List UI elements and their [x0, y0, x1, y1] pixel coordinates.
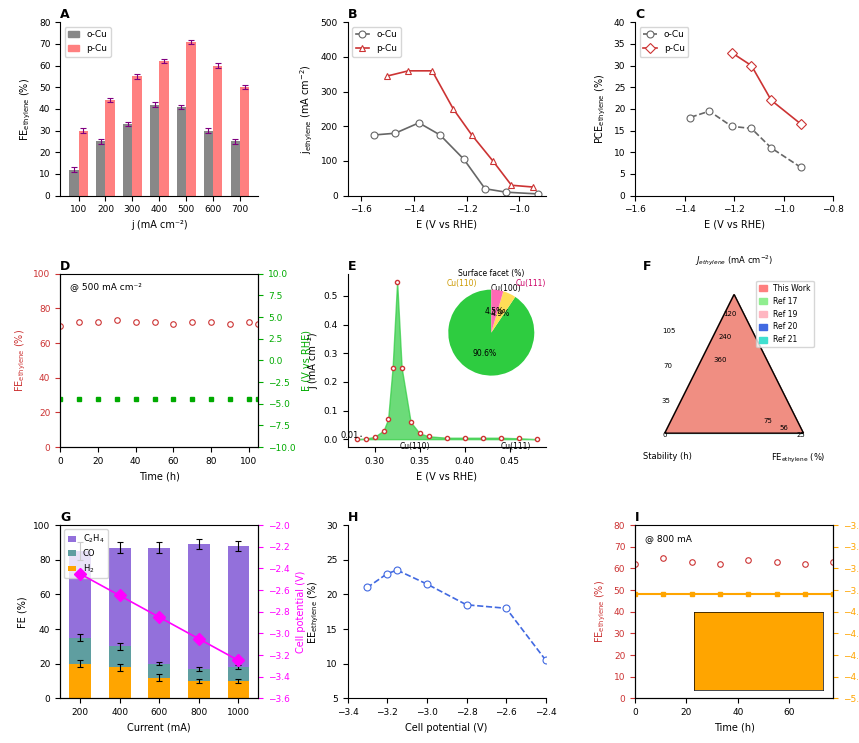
Text: C: C	[635, 8, 644, 21]
Bar	[228, 681, 249, 698]
Text: G: G	[60, 511, 70, 524]
Bar	[69, 637, 91, 663]
Bar	[96, 141, 106, 195]
Text: gas product: gas product	[698, 645, 740, 651]
X-axis label: j (mA cm⁻²): j (mA cm⁻²)	[131, 220, 187, 230]
Bar	[228, 546, 249, 667]
Bar	[69, 551, 91, 637]
Text: 360: 360	[714, 357, 727, 363]
Bar	[186, 42, 196, 195]
Text: 56: 56	[780, 426, 789, 432]
Text: A: A	[60, 8, 70, 21]
Text: 25: 25	[796, 432, 805, 438]
Text: 0.01: 0.01	[340, 431, 358, 440]
Polygon shape	[665, 294, 803, 433]
Bar	[230, 141, 240, 195]
Text: @ 500 mA cm⁻²: @ 500 mA cm⁻²	[70, 282, 142, 291]
X-axis label: Current (mA): Current (mA)	[127, 723, 191, 733]
Bar	[177, 107, 186, 195]
Bar	[109, 667, 131, 698]
Text: output: output	[777, 633, 801, 639]
Text: Cu(110): Cu(110)	[447, 279, 478, 288]
Legend: This Work, Ref 17, Ref 19, Ref 20, Ref 21: This Work, Ref 17, Ref 19, Ref 20, Ref 2…	[756, 281, 813, 347]
Text: @ 800 mA: @ 800 mA	[645, 533, 691, 542]
Legend: $\mathrm{C_2H_4}$, CO, $\mathrm{H_2}$: $\mathrm{C_2H_4}$, CO, $\mathrm{H_2}$	[64, 529, 107, 578]
Text: H: H	[348, 511, 358, 524]
X-axis label: E (V vs RHE): E (V vs RHE)	[704, 220, 765, 230]
Bar	[69, 663, 91, 698]
Bar	[132, 77, 142, 195]
Text: D: D	[60, 259, 70, 273]
Bar	[188, 669, 210, 681]
Y-axis label: FE (%): FE (%)	[17, 596, 27, 628]
Y-axis label: j (mA cm⁻²): j (mA cm⁻²)	[308, 332, 318, 389]
Text: B: B	[348, 8, 357, 21]
Bar	[149, 105, 159, 195]
Bar	[123, 124, 132, 195]
Bar	[78, 131, 88, 195]
Legend: o-Cu, p-Cu: o-Cu, p-Cu	[64, 27, 111, 56]
X-axis label: E (V vs RHE): E (V vs RHE)	[416, 220, 478, 230]
Y-axis label: $\mathrm{FE_{ethylene}}$ (%): $\mathrm{FE_{ethylene}}$ (%)	[19, 77, 34, 140]
Bar	[204, 131, 213, 195]
Text: 0: 0	[662, 432, 667, 438]
Text: CO₂: CO₂	[704, 672, 717, 678]
Text: Cu(111): Cu(111)	[501, 442, 531, 451]
Text: 105: 105	[662, 328, 676, 334]
Polygon shape	[665, 294, 803, 433]
Legend: o-Cu, p-Cu: o-Cu, p-Cu	[639, 27, 689, 56]
Bar	[240, 88, 249, 195]
Text: 35: 35	[661, 398, 671, 403]
Y-axis label: $\mathrm{EE_{ethylene}}$ (%): $\mathrm{EE_{ethylene}}$ (%)	[307, 580, 320, 643]
Y-axis label: $\mathrm{FE_{ethylene}}$ (%): $\mathrm{FE_{ethylene}}$ (%)	[13, 329, 27, 392]
X-axis label: E (V vs RHE): E (V vs RHE)	[416, 471, 478, 481]
Text: Cu(111): Cu(111)	[516, 279, 546, 288]
Bar	[213, 65, 222, 195]
Bar	[159, 61, 168, 195]
Y-axis label: $\mathrm{j_{ethylene}}$ (mA cm$^{-2}$): $\mathrm{j_{ethylene}}$ (mA cm$^{-2}$)	[299, 64, 315, 154]
Bar	[109, 548, 131, 646]
X-axis label: Cell potential (V): Cell potential (V)	[405, 723, 488, 733]
Bar	[109, 646, 131, 667]
Y-axis label: $\mathrm{FE_{ethylene}}$ (%): $\mathrm{FE_{ethylene}}$ (%)	[594, 580, 608, 643]
Bar	[106, 100, 115, 195]
X-axis label: Time (h): Time (h)	[714, 723, 754, 733]
Y-axis label: E (V vs RHE): E (V vs RHE)	[302, 330, 311, 391]
Text: 75: 75	[763, 418, 772, 424]
Text: $J_{ethylene}$ (mA cm$^{-2}$): $J_{ethylene}$ (mA cm$^{-2}$)	[695, 254, 773, 268]
Legend: o-Cu, p-Cu: o-Cu, p-Cu	[352, 27, 401, 56]
Bar	[149, 548, 170, 663]
Bar	[188, 681, 210, 698]
Y-axis label: Cell potential (V): Cell potential (V)	[295, 571, 306, 653]
Text: F: F	[643, 259, 651, 273]
Text: Cu(110): Cu(110)	[399, 442, 430, 451]
Polygon shape	[665, 294, 803, 433]
Bar	[188, 544, 210, 669]
Text: 240: 240	[718, 334, 732, 340]
Polygon shape	[665, 294, 803, 433]
Text: Stability (h): Stability (h)	[643, 452, 691, 461]
Text: input
(anolyte): input (anolyte)	[770, 666, 801, 679]
Bar	[149, 663, 170, 678]
Text: E: E	[348, 259, 356, 273]
Text: Cu(100): Cu(100)	[490, 284, 521, 293]
Text: 120: 120	[722, 311, 736, 317]
Bar	[228, 667, 249, 681]
Text: I: I	[635, 511, 639, 524]
Text: 70: 70	[663, 363, 672, 369]
Bar	[69, 169, 78, 195]
Text: $\mathrm{FE_{ethylene}}$ (%): $\mathrm{FE_{ethylene}}$ (%)	[771, 452, 825, 465]
Y-axis label: $\mathrm{PCE_{ethylene}}$ (%): $\mathrm{PCE_{ethylene}}$ (%)	[594, 74, 608, 144]
Bar	[149, 678, 170, 698]
X-axis label: Time (h): Time (h)	[139, 471, 180, 481]
